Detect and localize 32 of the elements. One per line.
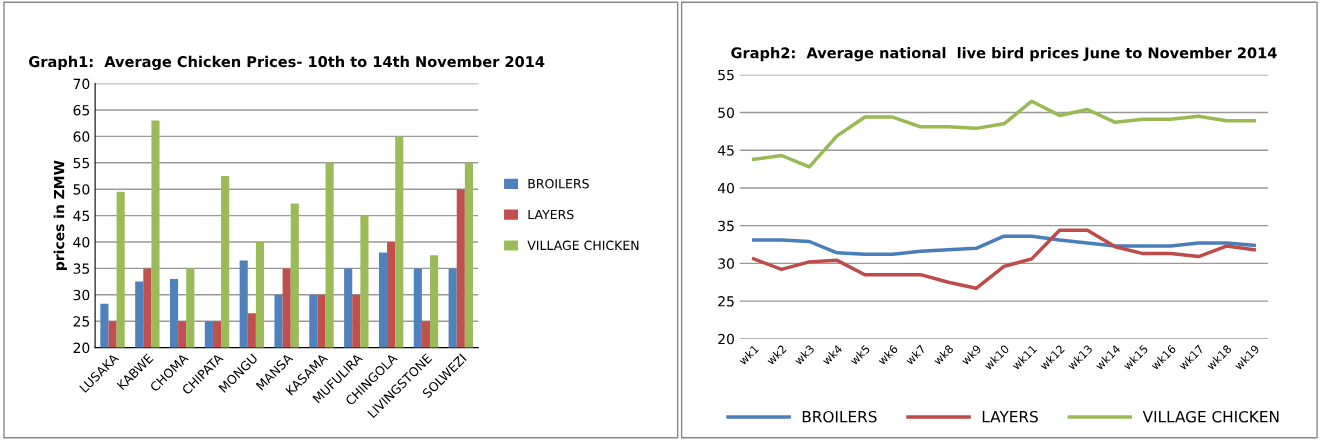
x-tick-label: wk1 bbox=[738, 344, 759, 366]
y-tick-label: 40 bbox=[717, 182, 734, 194]
y-tick-label: 25 bbox=[73, 316, 90, 327]
y-tick-label: 30 bbox=[718, 258, 734, 269]
y-tick-label: 45 bbox=[73, 210, 90, 222]
y-tick-label: 30 bbox=[73, 289, 90, 301]
chart-title: Graph2: Average national live bird prices June to November 2014 bbox=[731, 47, 1277, 62]
y-tick-label: 35 bbox=[73, 263, 90, 274]
y-tick-label: 45 bbox=[717, 145, 734, 156]
y-tick-label: 55 bbox=[73, 157, 90, 169]
y-tick-label: 20 bbox=[718, 333, 734, 345]
legend-label: BROILERS bbox=[528, 178, 589, 189]
y-tick-label: 60 bbox=[73, 131, 90, 142]
legend-label: VILLAGE CHICKEN bbox=[1142, 410, 1279, 423]
legend-label: LAYERS bbox=[982, 410, 1038, 423]
y-tick-label: 55 bbox=[718, 69, 734, 81]
legend-label: BROILERS bbox=[802, 410, 877, 423]
line-series bbox=[751, 234, 1256, 257]
y-tick-label: 40 bbox=[73, 236, 90, 248]
y-tick-label: 65 bbox=[73, 104, 90, 116]
y-tick-label: 25 bbox=[718, 296, 734, 307]
y-axis-title: prices in ZMW bbox=[53, 160, 68, 270]
y-tick-label: 35 bbox=[718, 220, 734, 232]
y-tick-label: 50 bbox=[718, 107, 734, 118]
y-tick-label: 50 bbox=[73, 184, 90, 195]
chart-title: Graph1: Average Chicken Prices- 10th to 14th November 2014 bbox=[29, 55, 545, 71]
line-series bbox=[751, 99, 1256, 169]
legend-label: LAYERS bbox=[528, 209, 574, 220]
y-tick-label: 20 bbox=[73, 342, 90, 354]
line-series bbox=[751, 228, 1256, 290]
legend-label: VILLAGE CHICKEN bbox=[527, 240, 639, 251]
y-tick-label: 70 bbox=[73, 78, 90, 90]
